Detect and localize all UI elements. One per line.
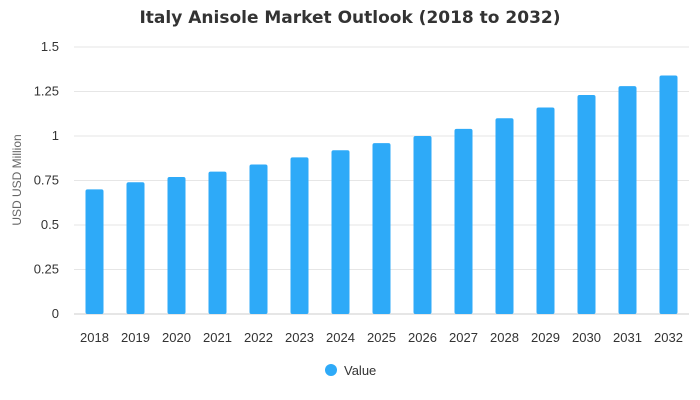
bar-2025[interactable] — [372, 143, 391, 314]
x-tick-label-2030: 2030 — [572, 330, 601, 345]
bar-2028[interactable] — [495, 118, 514, 314]
x-tick-label-2019: 2019 — [121, 330, 150, 345]
y-axis-ticks: 0 0.25 0.5 0.75 1 1.25 1.5 — [34, 39, 59, 321]
y-axis-title: USD USD Million — [10, 134, 24, 225]
bar-2021[interactable] — [208, 171, 227, 314]
x-tick-label-2023: 2023 — [285, 330, 314, 345]
x-tick-label-2027: 2027 — [449, 330, 478, 345]
y-tick-label: 0 — [52, 306, 59, 321]
legend-swatch — [325, 364, 337, 376]
legend[interactable]: Value — [325, 363, 376, 378]
bar-2026[interactable] — [413, 136, 432, 314]
x-tick-label-2021: 2021 — [203, 330, 232, 345]
bar-2019[interactable] — [126, 182, 145, 314]
x-tick-label-2031: 2031 — [613, 330, 642, 345]
bar-2018[interactable] — [85, 189, 104, 314]
bar-2029[interactable] — [536, 107, 555, 315]
x-tick-label-2028: 2028 — [490, 330, 519, 345]
x-tick-label-2029: 2029 — [531, 330, 560, 345]
bar-2023[interactable] — [290, 157, 309, 314]
bar-2031[interactable] — [618, 86, 637, 314]
bar-2024[interactable] — [331, 150, 350, 314]
x-tick-label-2026: 2026 — [408, 330, 437, 345]
y-tick-label: 1 — [52, 128, 59, 143]
x-tick-label-2022: 2022 — [244, 330, 273, 345]
bar-2020[interactable] — [167, 176, 186, 314]
bar-2030[interactable] — [577, 95, 596, 314]
bar-2022[interactable] — [249, 164, 268, 314]
chart-title: Italy Anisole Market Outlook (2018 to 20… — [139, 8, 561, 28]
x-tick-label-2032: 2032 — [654, 330, 683, 345]
bars — [85, 75, 678, 315]
y-tick-label: 0.25 — [34, 262, 59, 277]
bar-2027[interactable] — [454, 128, 473, 314]
y-tick-label: 0.75 — [34, 173, 59, 188]
x-tick-label-2024: 2024 — [326, 330, 355, 345]
bar-2032[interactable] — [659, 75, 678, 314]
y-tick-label: 0.5 — [41, 217, 59, 232]
y-tick-label: 1.5 — [41, 39, 59, 54]
legend-label-value: Value — [344, 363, 376, 378]
x-tick-label-2020: 2020 — [162, 330, 191, 345]
x-tick-label-2025: 2025 — [367, 330, 396, 345]
x-axis-ticks: 2018 2019 2020 2021 2022 2023 2024 2025 2026 2027… — [80, 330, 683, 345]
x-tick-label-2018: 2018 — [80, 330, 109, 345]
y-tick-label: 1.25 — [34, 84, 59, 99]
